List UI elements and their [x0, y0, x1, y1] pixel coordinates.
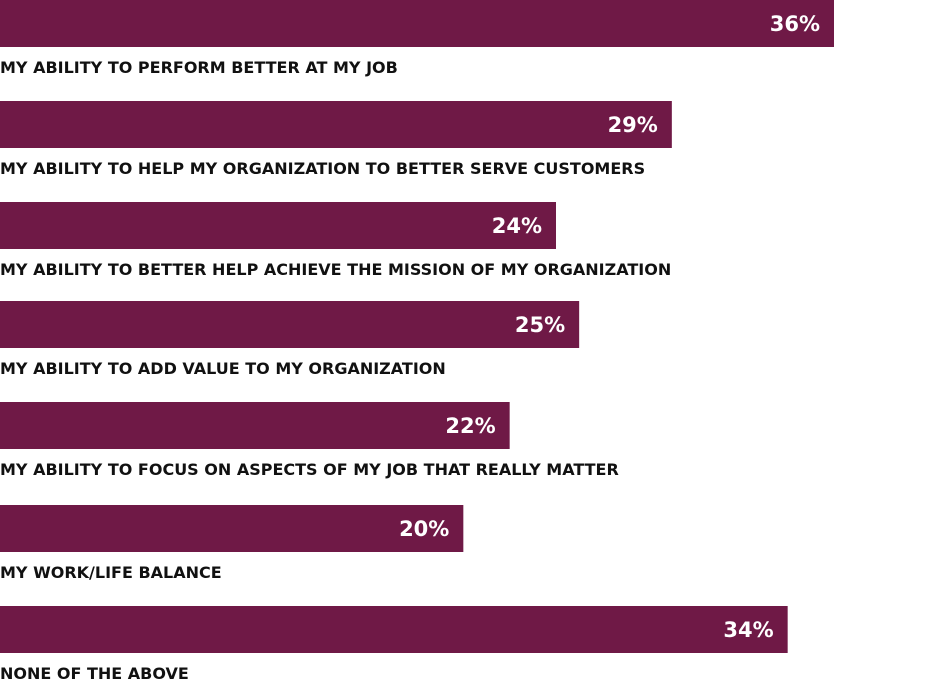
- bar: [0, 202, 556, 249]
- bars-group: 36% MY ABILITY TO PERFORM BETTER AT MY JO…: [0, 0, 834, 683]
- category-label: MY WORK/LIFE BALANCE: [0, 563, 222, 582]
- bar: [0, 101, 672, 148]
- category-label: MY ABILITY TO HELP MY ORGANIZATION TO BE…: [0, 159, 645, 178]
- bar-value-label: 25%: [515, 313, 565, 337]
- bar: [0, 606, 788, 653]
- category-label: MY ABILITY TO BETTER HELP ACHIEVE THE MI…: [0, 260, 671, 279]
- category-label: NONE OF THE ABOVE: [0, 664, 189, 683]
- bar-value-label: 36%: [770, 12, 820, 36]
- category-label: MY ABILITY TO FOCUS ON ASPECTS OF MY JOB…: [0, 460, 619, 479]
- bar-value-label: 29%: [608, 113, 658, 137]
- bar-value-label: 34%: [723, 618, 773, 642]
- bar: [0, 301, 580, 348]
- bar-value-label: 22%: [445, 414, 495, 438]
- bar: [0, 402, 510, 449]
- category-label: MY ABILITY TO PERFORM BETTER AT MY JOB: [0, 58, 398, 77]
- bar-value-label: 20%: [399, 517, 449, 541]
- bar: [0, 505, 464, 552]
- bar: [0, 0, 834, 47]
- category-label: MY ABILITY TO ADD VALUE TO MY ORGANIZATI…: [0, 359, 446, 378]
- bar-value-label: 24%: [492, 214, 542, 238]
